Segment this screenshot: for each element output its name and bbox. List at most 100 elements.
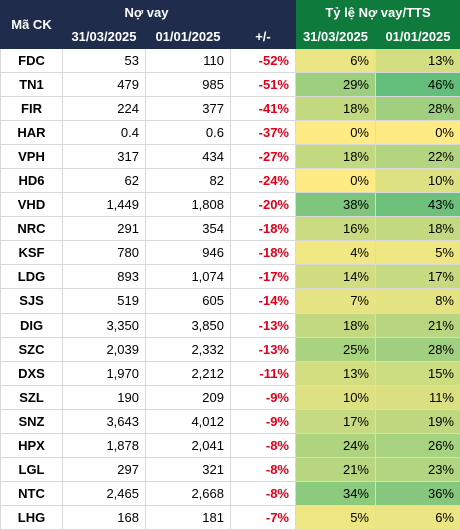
header-date: 31/03/2025 bbox=[62, 24, 146, 49]
debt-q1-cell: 317 bbox=[62, 144, 146, 170]
ratio-q1-cell: 18% bbox=[295, 312, 376, 338]
debt-q1-cell: 0.4 bbox=[62, 120, 146, 146]
ratio-start-cell: 28% bbox=[375, 336, 460, 362]
ratio-q1-cell: 14% bbox=[295, 264, 376, 290]
debt-start-cell: 181 bbox=[145, 504, 231, 530]
debt-q1-cell: 479 bbox=[62, 72, 146, 98]
row: SZC 2,039 2,332 -13% 25% 28% bbox=[0, 336, 460, 362]
ratio-q1-cell: 18% bbox=[295, 96, 376, 122]
row: SJS 519 605 -14% 7% 8% bbox=[0, 288, 460, 314]
row: SZL 190 209 -9% 10% 11% bbox=[0, 384, 460, 410]
change-cell: -8% bbox=[230, 432, 296, 458]
change-cell: -24% bbox=[230, 168, 296, 194]
debt-start-cell: 4,012 bbox=[145, 408, 231, 434]
ratio-start-cell: 22% bbox=[375, 144, 460, 170]
ratio-start-cell: 11% bbox=[375, 384, 460, 410]
ticker-cell: HAR bbox=[0, 120, 63, 146]
ratio-q1-cell: 34% bbox=[295, 480, 376, 506]
debt-start-cell: 946 bbox=[145, 240, 231, 266]
ratio-start-cell: 15% bbox=[375, 360, 460, 386]
change-cell: -14% bbox=[230, 288, 296, 314]
ratio-q1-cell: 18% bbox=[295, 144, 376, 170]
header-change: +/- bbox=[230, 24, 296, 49]
ticker-cell: DIG bbox=[0, 312, 63, 338]
ticker-cell: HPX bbox=[0, 432, 63, 458]
ratio-q1-cell: 38% bbox=[295, 192, 376, 218]
ticker-cell: NRC bbox=[0, 216, 63, 242]
debt-start-cell: 1,074 bbox=[145, 264, 231, 290]
ratio-q1-cell: 10% bbox=[295, 384, 376, 410]
debt-q1-cell: 519 bbox=[62, 288, 146, 314]
ratio-q1-cell: 6% bbox=[295, 47, 376, 74]
ticker-cell: LGL bbox=[0, 456, 63, 482]
ratio-start-cell: 19% bbox=[375, 408, 460, 434]
row: FDC 53 110 -52% 6% 13% bbox=[0, 47, 460, 74]
row: TN1 479 985 -51% 29% 46% bbox=[0, 72, 460, 98]
row: DXS 1,970 2,212 -11% 13% 15% bbox=[0, 360, 460, 386]
ratio-q1-cell: 5% bbox=[295, 504, 376, 530]
ticker-cell: LHG bbox=[0, 504, 63, 530]
debt-start-cell: 3,850 bbox=[145, 312, 231, 338]
debt-q1-cell: 893 bbox=[62, 264, 146, 290]
row: LHG 168 181 -7% 5% 6% bbox=[0, 504, 460, 530]
ratio-start-cell: 28% bbox=[375, 96, 460, 122]
ratio-q1-cell: 29% bbox=[295, 72, 376, 98]
ratio-q1-cell: 24% bbox=[295, 432, 376, 458]
row: HD6 62 82 -24% 0% 10% bbox=[0, 168, 460, 194]
debt-q1-cell: 3,350 bbox=[62, 312, 146, 338]
ticker-cell: KSF bbox=[0, 240, 63, 266]
change-cell: -18% bbox=[230, 216, 296, 242]
debt-start-cell: 209 bbox=[145, 384, 231, 410]
ticker-cell: SZC bbox=[0, 336, 63, 362]
debt-q1-cell: 53 bbox=[62, 47, 146, 74]
debt-start-cell: 82 bbox=[145, 168, 231, 194]
header-debt: Nợ vay bbox=[62, 0, 231, 25]
ticker-cell: FDC bbox=[0, 47, 63, 74]
ratio-q1-cell: 0% bbox=[295, 120, 376, 146]
ratio-start-cell: 21% bbox=[375, 312, 460, 338]
row: HAR 0.4 0.6 -37% 0% 0% bbox=[0, 120, 460, 146]
ratio-start-cell: 23% bbox=[375, 456, 460, 482]
row: SNZ 3,643 4,012 -9% 17% 19% bbox=[0, 408, 460, 434]
ratio-start-cell: 18% bbox=[375, 216, 460, 242]
header-date: 01/01/2025 bbox=[375, 24, 460, 49]
ticker-cell: VHD bbox=[0, 192, 63, 218]
ticker-cell: TN1 bbox=[0, 72, 63, 98]
debt-start-cell: 985 bbox=[145, 72, 231, 98]
debt-start-cell: 605 bbox=[145, 288, 231, 314]
row: VHD 1,449 1,808 -20% 38% 43% bbox=[0, 192, 460, 218]
debt-q1-cell: 224 bbox=[62, 96, 146, 122]
debt-q1-cell: 2,465 bbox=[62, 480, 146, 506]
debt-start-cell: 1,808 bbox=[145, 192, 231, 218]
table-body: FDC 53 110 -52% 6% 13% TN1 479 985 -51% 29% 46% FIR 2… bbox=[0, 47, 460, 530]
debt-start-cell: 110 bbox=[145, 47, 231, 74]
row: HPX 1,878 2,041 -8% 24% 26% bbox=[0, 432, 460, 458]
debt-q1-cell: 168 bbox=[62, 504, 146, 530]
debt-q1-cell: 3,643 bbox=[62, 408, 146, 434]
ratio-start-cell: 26% bbox=[375, 432, 460, 458]
debt-q1-cell: 62 bbox=[62, 168, 146, 194]
debt-start-cell: 2,332 bbox=[145, 336, 231, 362]
header-blank bbox=[230, 0, 296, 25]
row: VPH 317 434 -27% 18% 22% bbox=[0, 144, 460, 170]
change-cell: -37% bbox=[230, 120, 296, 146]
row: KSF 780 946 -18% 4% 5% bbox=[0, 240, 460, 266]
ratio-q1-cell: 17% bbox=[295, 408, 376, 434]
debt-start-cell: 2,668 bbox=[145, 480, 231, 506]
ratio-start-cell: 13% bbox=[375, 47, 460, 74]
debt-q1-cell: 780 bbox=[62, 240, 146, 266]
debt-start-cell: 377 bbox=[145, 96, 231, 122]
row: LGL 297 321 -8% 21% 23% bbox=[0, 456, 460, 482]
ratio-q1-cell: 21% bbox=[295, 456, 376, 482]
ratio-q1-cell: 0% bbox=[295, 168, 376, 194]
change-cell: -41% bbox=[230, 96, 296, 122]
debt-q1-cell: 1,878 bbox=[62, 432, 146, 458]
change-cell: -18% bbox=[230, 240, 296, 266]
ratio-start-cell: 0% bbox=[375, 120, 460, 146]
change-cell: -7% bbox=[230, 504, 296, 530]
header-date: 01/01/2025 bbox=[145, 24, 231, 49]
row: FIR 224 377 -41% 18% 28% bbox=[0, 96, 460, 122]
ratio-start-cell: 5% bbox=[375, 240, 460, 266]
ticker-cell: LDG bbox=[0, 264, 63, 290]
